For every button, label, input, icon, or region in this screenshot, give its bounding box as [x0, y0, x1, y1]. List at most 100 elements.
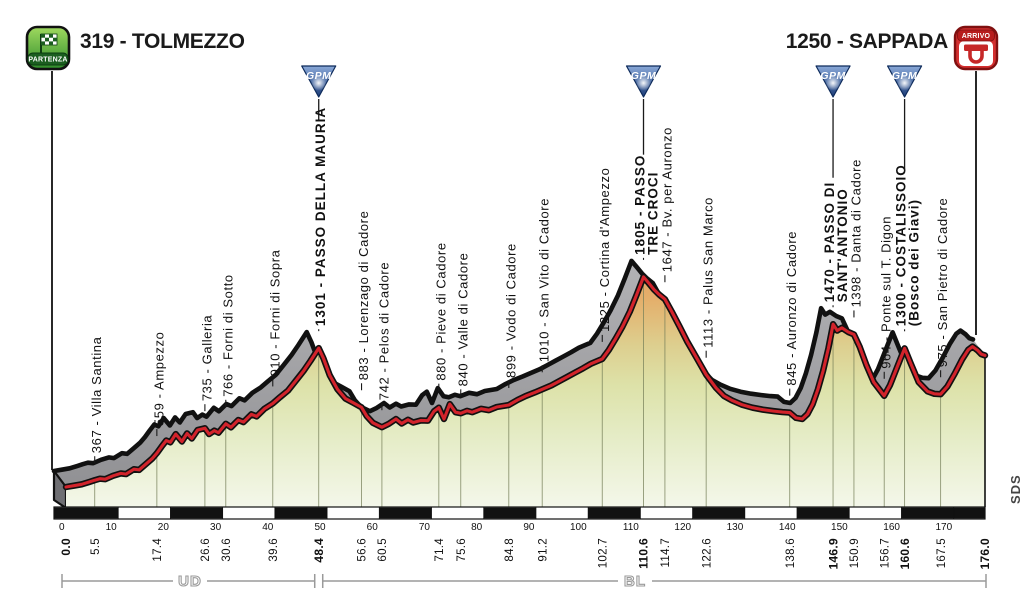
waypoint-label: 845 - Auronzo di Cadore [784, 231, 799, 386]
partenza-banner [27, 52, 69, 66]
gpm-marker: GPM [625, 65, 662, 98]
ruler-tick-label: 160 [883, 522, 900, 533]
credit-label: SDS [1008, 474, 1023, 504]
arrivo-banner [957, 29, 995, 42]
km-label: 167.5 [936, 538, 948, 568]
gpm-glow [897, 75, 913, 91]
waypoint-label: 1225 - Cortina d'Ampezzo [597, 168, 612, 332]
finish-gantry-icon [964, 44, 988, 64]
ruler-segment [54, 507, 119, 519]
km-label: 122.6 [701, 538, 713, 568]
ruler-segment [901, 507, 954, 519]
km-label: 26.6 [200, 538, 212, 562]
checkered-flag-icon [40, 33, 58, 53]
waypoint-label: 883 - Lorenzago di Cadore [356, 211, 371, 381]
km-label: 17.4 [152, 538, 164, 562]
waypoint-label: 742 - Pelos di Cadore [376, 262, 391, 400]
km-label: 0.0 [59, 538, 73, 556]
province-brackets: UD BL [61, 572, 987, 591]
waypoint-label: 1300 - COSTALISSOIO [894, 164, 909, 326]
start-title: 319 - TOLMEZZO [80, 30, 245, 53]
ruler-segment [379, 507, 432, 519]
terrain-fill [66, 276, 985, 507]
ruler-tick-label: 0 [59, 522, 65, 533]
waypoint-label: 1398 - Danta di Cadore [848, 159, 863, 307]
ruler-tick-label: 130 [727, 522, 744, 533]
gpm-marker: GPM [815, 65, 851, 98]
km-label: 39.6 [268, 538, 280, 562]
waypoint-label: 910 - Forni di Sopra [267, 249, 282, 376]
waypoint-label: 766 - Forni di Sotto [220, 274, 235, 397]
waypoint-label: 1805 - PASSO [633, 155, 648, 255]
waypoint-label: 975 - San Pietro di Cadore [935, 198, 950, 368]
arrivo-badge-icon: ARRIVO [953, 25, 999, 71]
bracket-label-bg [618, 572, 652, 588]
ruler-tick-label: 70 [419, 522, 431, 533]
ruler-tick-label: 40 [262, 522, 274, 533]
waypoint-label: 735 - Galleria [199, 315, 214, 402]
ruler-segment [588, 507, 641, 519]
waypoint-label: SANT'ANTONIO [835, 188, 850, 302]
finish-title: 1250 - SAPPADA [785, 30, 949, 53]
gpm-label: GPM [306, 70, 331, 82]
waypoint-guides [94, 278, 986, 507]
province-label: UD [178, 573, 202, 590]
gpm-label: GPM [820, 70, 845, 82]
ruler-tick-label: 20 [158, 522, 170, 533]
waypoint-label: 367 - Villa Santina [89, 336, 104, 453]
km-label: 160.6 [898, 538, 912, 570]
km-label: 48.4 [312, 538, 326, 563]
gpm-glow [636, 75, 652, 91]
ruler-tick-label: 10 [106, 522, 118, 533]
km-label: 56.6 [357, 538, 369, 562]
waypoint-labels: 367 - Villa Santina 559 - Ampezzo 735 - Ga… [89, 65, 950, 464]
ruler-segment [170, 507, 223, 519]
ruler-tick-label: 60 [367, 522, 379, 533]
km-label: 75.6 [456, 538, 468, 562]
waypoint-label: (Bosco dei Giavi) [907, 199, 922, 326]
km-label: 146.9 [826, 538, 840, 570]
arrivo-banner-label: ARRIVO [962, 33, 991, 40]
km-label: 5.5 [90, 538, 102, 555]
ruler-segment [692, 507, 745, 519]
gpm-label: GPM [892, 70, 917, 82]
ruler-tick-label: 80 [471, 522, 483, 533]
km-labels: 0.0 5.5 17.4 26.6 30.6 39.6 48.4 56.6 60.5 71.4 75… [59, 538, 992, 570]
gpm-marker: GPM [301, 65, 337, 98]
province-label: BL [624, 573, 646, 590]
km-ruler: 0 10 20 30 40 50 60 70 80 90 100 110 120 130 140 150 160… [53, 506, 986, 533]
gpm-glow [825, 75, 841, 91]
ruler-tick-label: 110 [623, 522, 639, 533]
ruler-tick-label: 170 [935, 522, 952, 533]
waypoint-label: TRE CROCI [646, 172, 661, 255]
waypoint-label: 1470 - PASSO DI [822, 182, 837, 303]
ruler-tick-label: 30 [210, 522, 222, 533]
km-label: 114.7 [660, 538, 672, 567]
waypoint-label: 899 - Vodo di Cadore [503, 243, 518, 378]
ruler-tick-label: 120 [674, 522, 691, 533]
km-label: 84.8 [504, 538, 516, 562]
km-label: 150.9 [849, 538, 861, 568]
profile-line [64, 275, 987, 489]
waypoint-label: 1010 - San Vito di Cadore [537, 198, 552, 362]
km-label: 91.2 [537, 538, 549, 562]
waypoint-label: 964 - Ponte sul T. Digon [879, 216, 894, 369]
km-label: 102.7 [597, 538, 609, 568]
band-top-edge [51, 258, 976, 474]
km-label: 30.6 [221, 538, 233, 562]
partenza-badge-icon: PARTENZA [25, 25, 71, 71]
km-label: 176.0 [978, 538, 992, 570]
ruler-tick-label: 50 [314, 522, 326, 533]
ruler-segment [483, 507, 536, 519]
km-label: 60.5 [377, 538, 389, 562]
ruler-tick-label: 140 [779, 522, 796, 533]
waypoint-label: 1113 - Palus San Marco [701, 197, 716, 348]
gpm-marker: GPM [886, 65, 923, 98]
ruler-tick-label: 90 [523, 522, 535, 533]
ruler-tick-label: 100 [570, 522, 587, 533]
km-label: 110.6 [637, 538, 651, 569]
waypoint-label: 1301 - PASSO DELLA MAURIA [313, 107, 328, 326]
waypoint-label: 1647 - Bv. per Auronzo [659, 127, 674, 272]
